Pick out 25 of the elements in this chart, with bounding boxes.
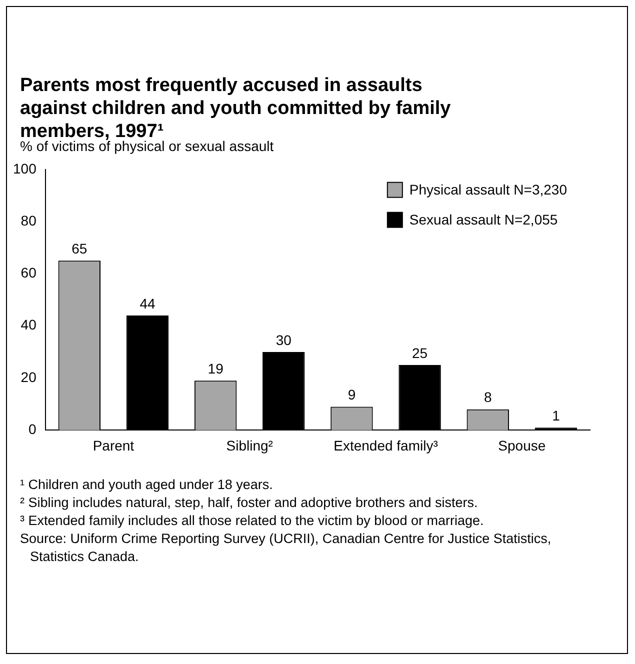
text: ² Sibling includes natural, step, half, foster and adoptive brothers and sisters. bbox=[20, 494, 479, 512]
x-tick-label: Parent bbox=[92, 437, 134, 454]
source-note: Source: Uniform Crime Reporting Survey (UCRII), Canadian Centre for Justice Statistics, Statistics Canada. bbox=[20, 530, 552, 566]
y-tick-label: 20 bbox=[20, 368, 37, 385]
data-label: 1 bbox=[552, 407, 560, 424]
y-tick-label: 0 bbox=[28, 421, 37, 438]
data-label: 30 bbox=[276, 332, 292, 348]
y-tick-label: 80 bbox=[20, 212, 37, 228]
data-label: 8 bbox=[484, 389, 492, 406]
data-label: 25 bbox=[412, 344, 428, 361]
x-tick-label: Spouse bbox=[498, 437, 546, 454]
chart-title: Parents most frequently accused in assaults against children and youth committed by family members, 1997¹ bbox=[20, 74, 452, 142]
x-tick-label: Sibling² bbox=[226, 437, 274, 454]
legend-label: Physical assault N=3,230 bbox=[409, 181, 568, 198]
data-label: 19 bbox=[208, 360, 224, 377]
text: ¹ Children and youth aged under 18 years. bbox=[20, 476, 274, 494]
text: ³ Extended family includes all those related to the victim by blood or marriage. bbox=[20, 512, 485, 530]
data-label: 65 bbox=[72, 240, 88, 257]
y-tick-label: 60 bbox=[20, 264, 37, 281]
data-label: 44 bbox=[140, 295, 156, 312]
legend-label: Sexual assault N=2,055 bbox=[409, 211, 558, 228]
y-tick-label: 40 bbox=[20, 316, 37, 333]
y-tick-label: 100 bbox=[13, 160, 37, 176]
x-tick-label: Extended family³ bbox=[334, 437, 438, 454]
data-label: 9 bbox=[348, 386, 356, 403]
